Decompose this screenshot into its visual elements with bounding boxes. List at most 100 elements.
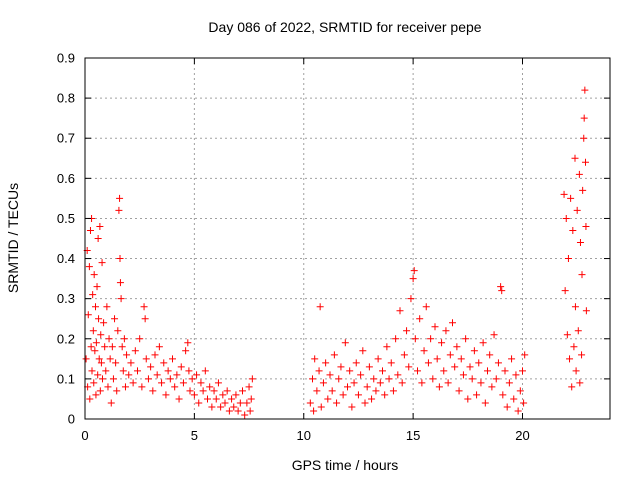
data-point bbox=[93, 283, 101, 291]
data-point bbox=[248, 375, 256, 383]
data-point bbox=[438, 339, 446, 347]
data-point bbox=[118, 343, 126, 351]
data-point bbox=[566, 355, 574, 363]
data-point bbox=[398, 379, 406, 387]
data-point bbox=[562, 214, 570, 222]
x-tick-label: 0 bbox=[81, 428, 88, 443]
data-point bbox=[232, 391, 240, 399]
data-point bbox=[521, 351, 529, 359]
data-point bbox=[245, 383, 253, 391]
data-point bbox=[241, 411, 249, 419]
data-point bbox=[197, 379, 205, 387]
data-point bbox=[142, 355, 150, 363]
data-point bbox=[508, 355, 516, 363]
data-point bbox=[387, 359, 395, 367]
data-point bbox=[435, 383, 443, 391]
x-tick-label: 15 bbox=[406, 428, 420, 443]
data-point bbox=[464, 395, 472, 403]
data-point bbox=[335, 375, 343, 383]
data-point bbox=[212, 395, 220, 403]
data-point bbox=[427, 335, 435, 343]
data-point bbox=[505, 379, 513, 387]
data-point bbox=[568, 383, 576, 391]
data-point bbox=[459, 371, 467, 379]
data-point bbox=[89, 291, 97, 299]
data-point bbox=[246, 407, 254, 415]
data-point bbox=[563, 331, 571, 339]
data-point bbox=[190, 391, 198, 399]
data-point bbox=[365, 363, 373, 371]
data-point bbox=[86, 395, 94, 403]
data-point bbox=[381, 391, 389, 399]
data-point bbox=[109, 375, 117, 383]
data-point bbox=[86, 226, 94, 234]
data-point bbox=[319, 379, 327, 387]
data-point bbox=[121, 383, 129, 391]
data-point bbox=[486, 351, 494, 359]
data-point bbox=[234, 407, 242, 415]
data-point bbox=[95, 315, 103, 323]
data-point bbox=[116, 279, 124, 287]
data-point bbox=[151, 351, 159, 359]
data-point bbox=[455, 387, 463, 395]
data-point bbox=[208, 403, 216, 411]
data-point bbox=[389, 387, 397, 395]
data-point bbox=[440, 367, 448, 375]
data-point bbox=[497, 283, 505, 291]
data-point bbox=[481, 399, 489, 407]
data-point bbox=[123, 351, 131, 359]
data-point bbox=[116, 255, 124, 263]
data-point bbox=[195, 399, 203, 407]
data-point bbox=[310, 407, 318, 415]
data-point bbox=[451, 363, 459, 371]
data-point bbox=[348, 403, 356, 411]
data-point bbox=[442, 327, 450, 335]
data-point bbox=[564, 255, 572, 263]
data-point bbox=[453, 343, 461, 351]
data-point bbox=[519, 367, 526, 375]
data-point bbox=[512, 371, 520, 379]
data-point bbox=[94, 371, 102, 379]
data-point bbox=[466, 363, 474, 371]
data-point bbox=[396, 307, 404, 315]
data-point bbox=[372, 387, 380, 395]
data-point bbox=[82, 355, 90, 363]
data-point bbox=[138, 383, 146, 391]
data-point bbox=[352, 359, 360, 367]
data-point bbox=[103, 303, 111, 311]
data-point bbox=[225, 407, 233, 415]
data-point bbox=[379, 367, 386, 375]
data-point bbox=[120, 335, 128, 343]
x-axis-label: GPS time / hours bbox=[292, 457, 399, 473]
data-point bbox=[188, 375, 196, 383]
data-point bbox=[164, 367, 172, 375]
data-point bbox=[368, 395, 376, 403]
data-point bbox=[217, 403, 225, 411]
data-point bbox=[407, 295, 415, 303]
data-point bbox=[510, 395, 518, 403]
data-point bbox=[581, 86, 589, 94]
data-point bbox=[239, 387, 246, 395]
grid-lines bbox=[85, 58, 610, 419]
data-point bbox=[514, 407, 522, 415]
data-point bbox=[173, 371, 181, 379]
data-point bbox=[422, 303, 430, 311]
data-point bbox=[236, 399, 244, 407]
data-point bbox=[322, 359, 330, 367]
data-point bbox=[574, 327, 582, 335]
data-point bbox=[87, 343, 95, 351]
data-point bbox=[400, 351, 408, 359]
data-point bbox=[431, 323, 439, 331]
data-point bbox=[311, 355, 319, 363]
data-point bbox=[403, 327, 411, 335]
data-point bbox=[92, 391, 100, 399]
data-point bbox=[433, 355, 441, 363]
data-point bbox=[344, 383, 351, 391]
data-point bbox=[410, 267, 418, 275]
data-point bbox=[98, 259, 106, 267]
data-point bbox=[337, 363, 345, 371]
data-point bbox=[97, 359, 105, 367]
data-point bbox=[416, 315, 424, 323]
y-tick-label: 0.8 bbox=[57, 91, 75, 106]
data-point bbox=[101, 343, 109, 351]
